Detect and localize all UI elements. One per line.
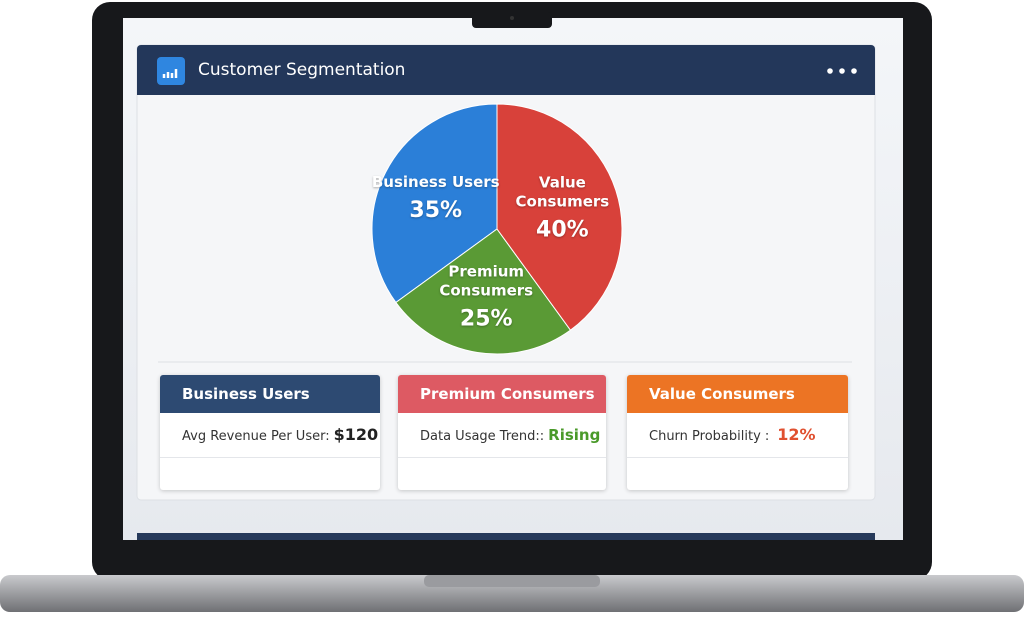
- metric-label: Avg Revenue Per User:: [182, 429, 330, 444]
- pie-slice: [496, 103, 623, 331]
- panel-title: Customer Segmentation: [198, 60, 406, 80]
- slice-name: Value Consumers: [515, 173, 610, 211]
- slice-value: 35%: [409, 197, 463, 223]
- card-title: Value Consumers: [627, 375, 848, 413]
- metric-value: 12%: [777, 425, 816, 444]
- metric-value: Rising: [548, 426, 601, 444]
- pie-slice: [395, 228, 572, 355]
- slice-value: 25%: [459, 306, 513, 332]
- card-title: Premium Consumers: [398, 375, 606, 413]
- metric-value: $120: [333, 425, 379, 444]
- metric-label: Churn Probability :: [649, 429, 770, 444]
- card: Value Consumers Churn Probability : 12%: [627, 375, 848, 490]
- metric-label: Data Usage Trend::: [420, 429, 545, 444]
- slice-label: Premium Consumers 25%: [421, 262, 551, 331]
- slice-name: Business Users: [371, 172, 500, 191]
- card: Business Users Avg Revenue Per User: $120: [160, 375, 380, 490]
- slice-name: Premium Consumers: [439, 262, 534, 300]
- pie-slice: [371, 103, 498, 304]
- slice-label: Value Consumers 40%: [497, 173, 627, 242]
- card-metric: Churn Probability : 12%: [627, 413, 848, 458]
- card-metric: Data Usage Trend:: Rising: [398, 413, 606, 458]
- slice-label: Business Users 35%: [371, 173, 501, 223]
- card-metric: Avg Revenue Per User: $120: [160, 413, 380, 458]
- slice-value: 40%: [536, 217, 589, 243]
- card: Premium Consumers Data Usage Trend:: Risi…: [398, 375, 606, 490]
- card-title: Business Users: [160, 375, 380, 413]
